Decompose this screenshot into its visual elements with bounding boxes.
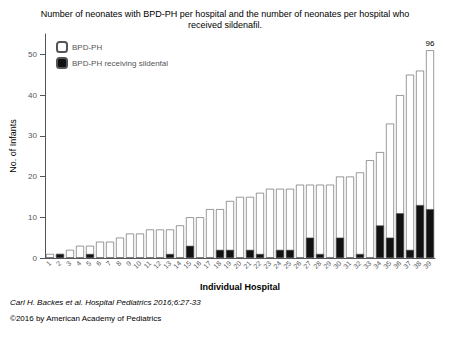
svg-text:Individual Hospital: Individual Hospital <box>200 282 280 292</box>
svg-text:10: 10 <box>132 259 143 270</box>
svg-text:0: 0 <box>33 254 38 263</box>
svg-text:Carl H. Backes et al. Hospital: Carl H. Backes et al. Hospital Pediatric… <box>10 298 201 307</box>
svg-text:©2016 by American Academy of P: ©2016 by American Academy of Pediatrics <box>10 314 161 323</box>
svg-text:36: 36 <box>392 259 403 270</box>
svg-text:13: 13 <box>162 259 173 270</box>
svg-text:23: 23 <box>262 259 273 270</box>
svg-text:Number of neonates with BPD-PH: Number of neonates with BPD-PH per hospi… <box>41 9 410 19</box>
svg-text:received sildenafil.: received sildenafil. <box>188 20 262 30</box>
svg-text:26: 26 <box>292 259 303 270</box>
svg-text:1: 1 <box>45 259 53 267</box>
svg-text:34: 34 <box>372 259 383 270</box>
svg-text:5: 5 <box>85 259 93 267</box>
svg-text:21: 21 <box>242 259 253 270</box>
svg-text:7: 7 <box>105 259 113 267</box>
svg-text:28: 28 <box>312 259 323 270</box>
svg-text:16: 16 <box>192 259 203 270</box>
svg-text:20: 20 <box>28 172 37 181</box>
svg-text:BPD-PH: BPD-PH <box>72 43 102 52</box>
svg-text:17: 17 <box>202 259 213 270</box>
svg-text:18: 18 <box>212 259 223 270</box>
svg-text:8: 8 <box>115 259 123 267</box>
svg-text:9: 9 <box>125 259 133 267</box>
svg-text:40: 40 <box>28 91 37 100</box>
svg-text:15: 15 <box>182 259 193 270</box>
svg-text:33: 33 <box>362 259 373 270</box>
svg-text:38: 38 <box>412 259 423 270</box>
svg-text:14: 14 <box>172 259 183 270</box>
svg-text:32: 32 <box>352 259 363 270</box>
svg-text:39: 39 <box>422 259 433 270</box>
svg-text:No. of Infants: No. of Infants <box>8 119 18 173</box>
svg-text:24: 24 <box>272 259 283 270</box>
svg-text:50: 50 <box>28 50 37 59</box>
svg-text:3: 3 <box>65 259 73 267</box>
svg-text:25: 25 <box>282 259 293 270</box>
svg-text:29: 29 <box>322 259 333 270</box>
svg-text:4: 4 <box>75 259 83 267</box>
svg-text:30: 30 <box>28 131 37 140</box>
svg-text:22: 22 <box>252 259 263 270</box>
svg-text:12: 12 <box>152 259 163 270</box>
svg-text:BPD-PH receiving sildenfal: BPD-PH receiving sildenfal <box>72 59 168 68</box>
svg-text:35: 35 <box>382 259 393 270</box>
svg-text:6: 6 <box>95 259 103 267</box>
svg-text:30: 30 <box>332 259 343 270</box>
svg-text:20: 20 <box>232 259 243 270</box>
svg-text:11: 11 <box>142 259 152 269</box>
svg-text:27: 27 <box>302 259 313 270</box>
svg-text:10: 10 <box>28 213 37 222</box>
svg-text:96: 96 <box>426 39 435 48</box>
svg-text:37: 37 <box>402 259 413 270</box>
svg-text:31: 31 <box>342 259 353 270</box>
svg-text:19: 19 <box>222 259 233 270</box>
svg-text:2: 2 <box>55 259 63 267</box>
